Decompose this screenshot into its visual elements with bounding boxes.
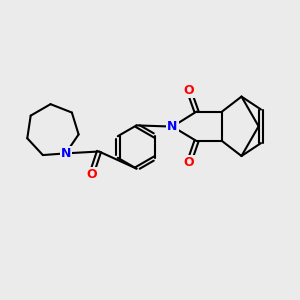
Text: N: N: [61, 147, 71, 160]
Text: O: O: [86, 167, 97, 181]
Text: N: N: [167, 120, 178, 133]
Text: O: O: [184, 84, 194, 97]
Text: O: O: [184, 156, 194, 169]
